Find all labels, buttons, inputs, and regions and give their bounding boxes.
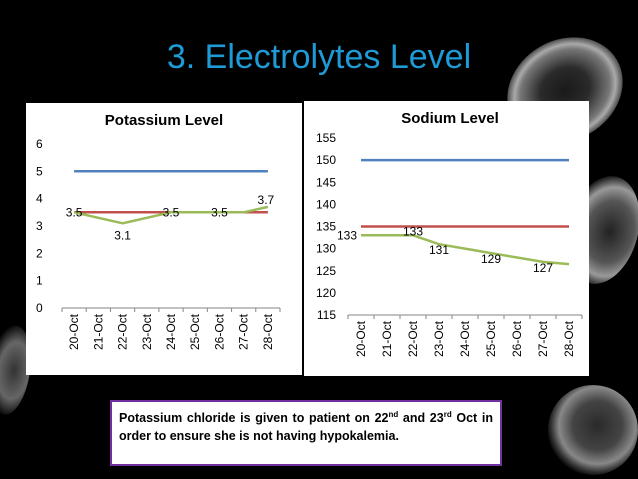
y-tick-label: 150 [316, 153, 336, 167]
data-label: 129 [481, 252, 501, 266]
x-tick-label: 27-Oct [536, 320, 550, 357]
y-tick-label: 5 [36, 164, 43, 178]
sodium-chart: Sodium Level 115 120 125 130 135 140 145 150 155 2… [316, 110, 583, 357]
x-tick-label: 28-Oct [261, 313, 275, 350]
y-tick-label: 2 [36, 246, 43, 260]
x-tick-label: 28-Oct [562, 320, 576, 357]
data-label: 3.5 [66, 205, 83, 219]
y-tick-label: 120 [316, 286, 336, 300]
data-label: 127 [533, 261, 553, 275]
x-tick-label: 20-Oct [354, 320, 368, 357]
x-tick-label: 27-Oct [237, 313, 251, 350]
x-tick-label: 22-Oct [406, 320, 420, 357]
x-tick-label: 25-Oct [188, 313, 202, 350]
data-label: 3.7 [258, 193, 275, 207]
x-tick-label: 23-Oct [432, 320, 446, 357]
y-tick-label: 155 [316, 131, 336, 145]
red-blood-cell-image [548, 385, 638, 475]
y-tick-label: 135 [316, 220, 336, 234]
note-text-part2: and 23 [398, 411, 444, 426]
chart-title: Sodium Level [401, 110, 499, 127]
x-tick-label: 26-Oct [510, 320, 524, 357]
x-tick-label: 20-Oct [67, 313, 81, 350]
y-tick-label: 115 [317, 308, 336, 322]
x-tick-label: 21-Oct [91, 313, 105, 350]
sodium-chart-panel: Sodium Level 115 120 125 130 135 140 145 150 155 2… [304, 101, 589, 376]
data-label: 133 [337, 228, 357, 242]
note-sup1: nd [388, 410, 399, 419]
x-tick-label: 22-Oct [116, 313, 130, 350]
y-tick-label: 3 [36, 219, 43, 233]
potassium-chart: Potassium Level 0 1 2 3 4 5 6 20-Oct 21-Oct 22-Oct… [36, 112, 281, 350]
x-tick-label: 26-Oct [212, 313, 226, 350]
note-box: Potassium chloride is given to patient o… [110, 400, 502, 466]
y-tick-label: 140 [316, 197, 336, 211]
y-tick-label: 0 [36, 301, 43, 315]
potassium-chart-panel: Potassium Level 0 1 2 3 4 5 6 20-Oct 21-Oct 22-Oct… [26, 103, 302, 375]
note-text-part1: Potassium chloride is given to patient o… [119, 411, 389, 426]
slide-title: 3. Electrolytes Level [166, 38, 472, 76]
note-text-part3: Oct in order to ensure she is not having… [119, 411, 493, 444]
data-label: 3.1 [114, 228, 131, 242]
series-line-3 [361, 234, 570, 266]
series-line-3 [73, 205, 269, 225]
note-sup2: rd [443, 410, 452, 419]
x-tick-label: 21-Oct [380, 320, 394, 357]
y-tick-label: 1 [36, 274, 43, 288]
data-label: 3.5 [211, 205, 228, 219]
x-tick-label: 25-Oct [484, 320, 498, 357]
data-label: 131 [429, 243, 449, 257]
y-tick-label: 4 [36, 192, 43, 206]
y-tick-label: 125 [316, 264, 336, 278]
y-tick-label: 130 [316, 242, 336, 256]
chart-title: Potassium Level [105, 112, 223, 129]
data-label: 3.5 [163, 205, 180, 219]
data-label: 133 [403, 224, 423, 238]
x-tick-label: 24-Oct [164, 313, 178, 350]
x-tick-label: 23-Oct [140, 313, 154, 350]
y-tick-label: 6 [36, 137, 43, 151]
x-tick-label: 24-Oct [458, 320, 472, 357]
y-tick-label: 145 [316, 175, 336, 189]
